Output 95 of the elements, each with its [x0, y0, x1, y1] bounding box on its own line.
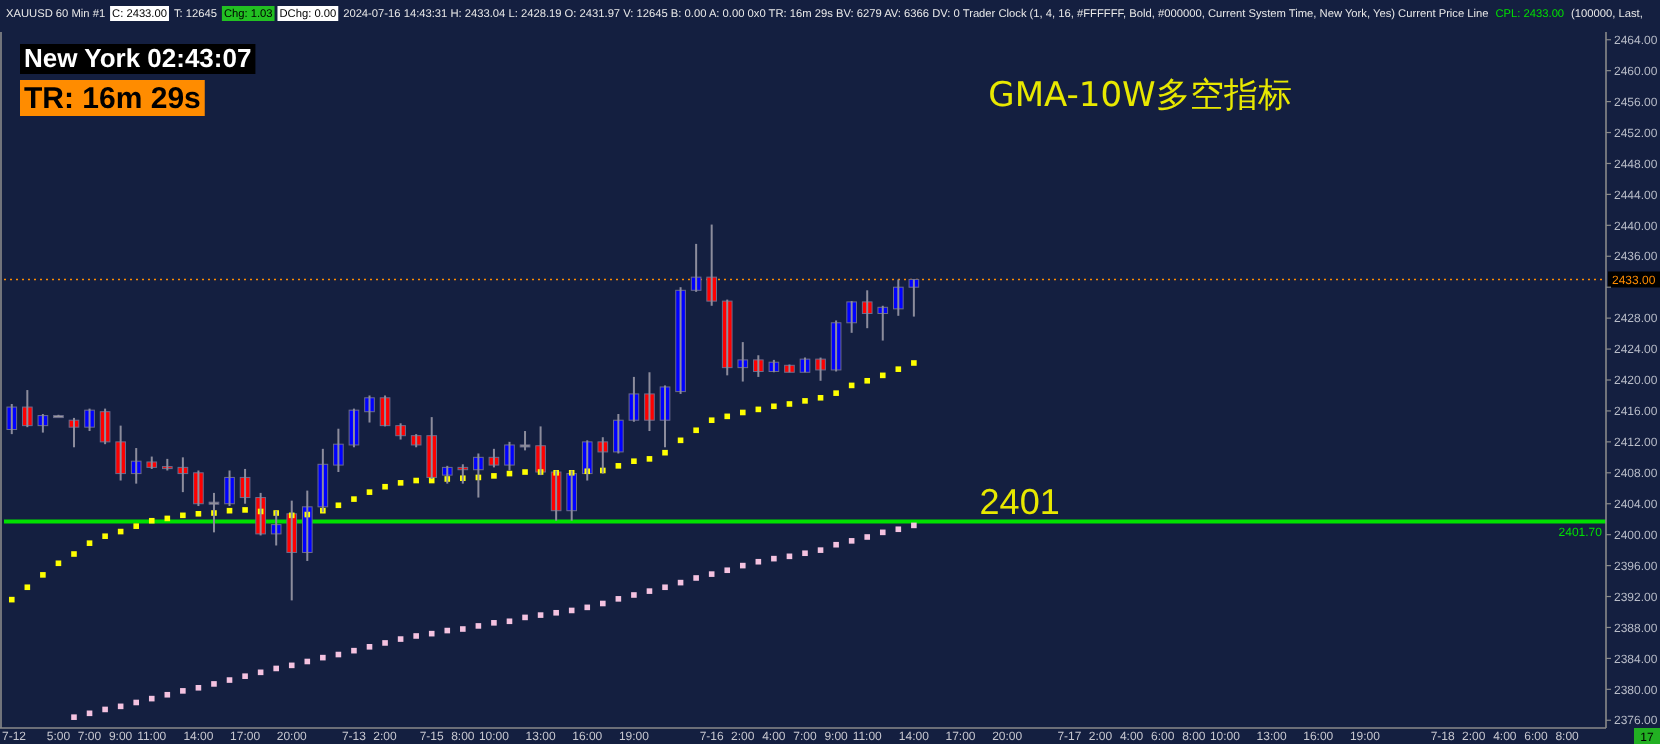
point: [180, 512, 186, 519]
point: [397, 480, 404, 486]
point: [693, 575, 699, 581]
point: [848, 538, 855, 544]
point: [506, 618, 513, 625]
point: [739, 562, 746, 569]
point: [600, 600, 606, 607]
annotation: TR: 16m 29s: [24, 82, 201, 116]
point: [86, 540, 93, 546]
point: [382, 483, 388, 490]
candlestick: [815, 356, 826, 382]
point: [708, 571, 715, 577]
point: [491, 620, 497, 626]
point: [911, 522, 917, 529]
point: [879, 529, 886, 536]
point: [460, 626, 466, 632]
candlestick: [410, 433, 422, 449]
point: [817, 547, 824, 553]
point: [911, 360, 917, 366]
point: [242, 507, 248, 513]
point: [771, 403, 777, 410]
point: [195, 510, 202, 517]
point: [148, 517, 155, 524]
point: [817, 394, 824, 401]
point: [833, 390, 839, 396]
point: [895, 366, 902, 372]
point: [164, 691, 171, 698]
point: [771, 555, 777, 562]
point: [288, 662, 295, 669]
point: [584, 604, 591, 611]
point: [366, 489, 373, 495]
point: [335, 502, 342, 509]
point: [662, 584, 668, 591]
candlestick: [519, 430, 531, 452]
point: [895, 526, 902, 533]
point: [71, 714, 77, 720]
point: [553, 609, 559, 616]
point: [428, 477, 435, 484]
point: [724, 413, 731, 420]
point: [351, 647, 357, 654]
candlestick: [690, 242, 702, 293]
point: [646, 456, 653, 462]
point: [428, 630, 435, 637]
point: [444, 627, 451, 634]
point: [646, 588, 653, 594]
point: [724, 567, 731, 574]
point: [242, 673, 248, 679]
point: [537, 612, 544, 618]
point: [693, 427, 699, 434]
point: [71, 551, 77, 557]
point: [739, 409, 746, 416]
point: [273, 665, 279, 672]
point: [102, 533, 108, 540]
point: [413, 477, 419, 484]
point: [786, 401, 793, 407]
text: GMA-10W多空指标: [988, 76, 1292, 116]
point: [40, 572, 46, 578]
point: [382, 640, 388, 646]
point: [615, 463, 622, 469]
point: [802, 398, 808, 404]
point: [662, 449, 668, 456]
point: [180, 688, 186, 694]
point: [413, 633, 419, 639]
point: [755, 558, 762, 565]
point: [708, 417, 715, 424]
point: [304, 658, 311, 665]
point: [351, 496, 357, 502]
candlestick: [146, 455, 158, 470]
point: [522, 614, 528, 621]
annotation: New York 02:43:07: [24, 43, 252, 73]
point: [320, 654, 326, 661]
point: [522, 469, 528, 475]
point: [195, 684, 202, 691]
point: [475, 623, 482, 629]
point: [631, 458, 637, 464]
point: [864, 377, 871, 384]
point: [879, 372, 886, 379]
point: [8, 596, 15, 603]
point: [864, 534, 871, 540]
point: [366, 644, 373, 650]
point: [833, 541, 839, 548]
point: [226, 677, 233, 683]
point: [133, 523, 139, 529]
point: [133, 699, 139, 706]
point: [397, 636, 404, 642]
point: [102, 706, 108, 713]
point: [631, 592, 637, 598]
point: [802, 550, 808, 557]
point: [24, 584, 31, 591]
point: [55, 560, 62, 567]
annotation: 2401: [979, 481, 1060, 522]
point: [615, 596, 622, 602]
point: [211, 681, 217, 687]
point: [491, 473, 497, 479]
point: [148, 695, 155, 702]
